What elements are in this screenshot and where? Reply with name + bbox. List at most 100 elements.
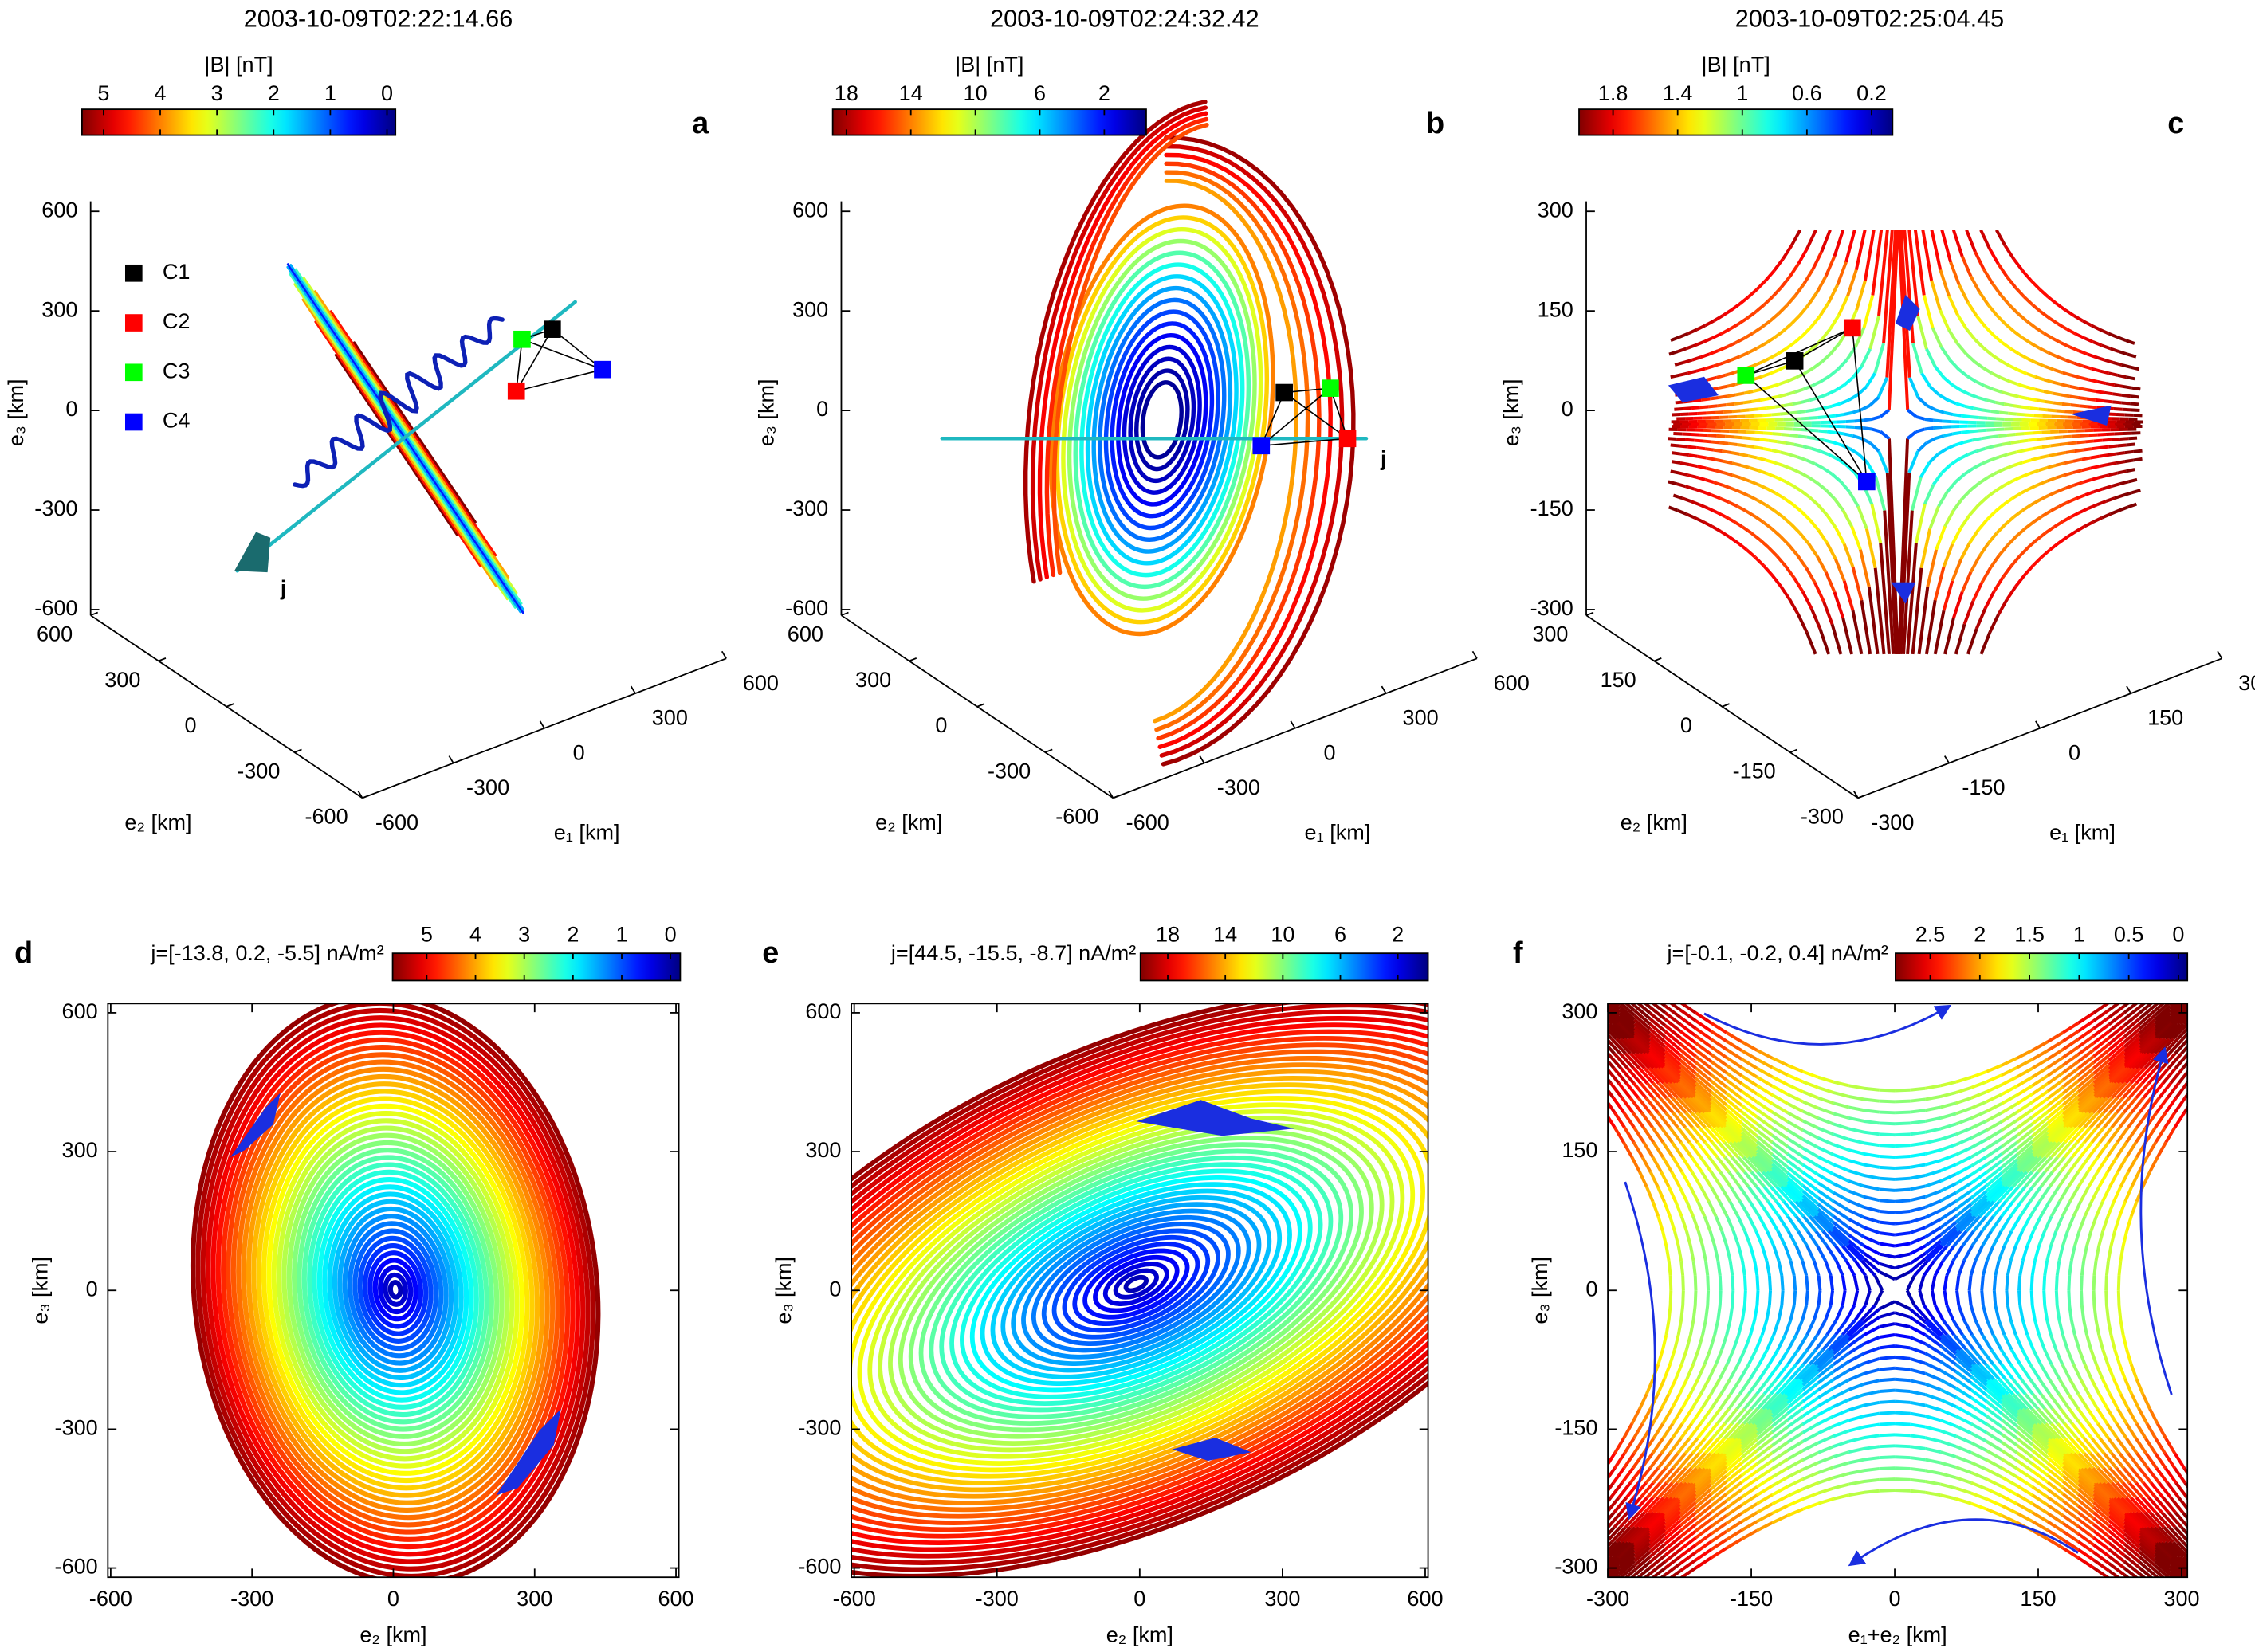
- field-line: [2082, 364, 2092, 371]
- field-line: [1691, 1097, 1709, 1114]
- field-line: [1864, 1109, 1880, 1114]
- field-line: [1123, 1274, 1149, 1293]
- field-line: [2009, 1363, 2023, 1380]
- field-line: [266, 1103, 525, 1476]
- y-tick-label: -300: [1554, 1555, 1597, 1579]
- field-line: [1905, 1274, 1916, 1292]
- field-line: [1969, 429, 1979, 434]
- field-line: [2135, 1422, 2147, 1440]
- field-line: [2072, 1111, 2090, 1129]
- field-line: [1879, 1262, 1896, 1270]
- field-line: [2171, 1617, 2186, 1629]
- field-line: [1695, 1483, 1712, 1500]
- field-line: [1766, 1363, 1781, 1380]
- field-line: [1726, 341, 1736, 349]
- field-line: [1974, 1319, 1984, 1336]
- field-line: [1871, 230, 1884, 296]
- field-line: [1710, 1538, 1727, 1552]
- y-axis-label: e₃ [km]: [772, 1257, 796, 1324]
- field-line: [2158, 1526, 2174, 1544]
- y-tick-label: 0: [935, 713, 947, 737]
- field-line: [2053, 520, 2064, 528]
- field-line: [2085, 1230, 2093, 1247]
- field-line: [1679, 1576, 1680, 1578]
- field-line: [2077, 1452, 2095, 1470]
- field-line: [1662, 1481, 1679, 1499]
- field-line: [1613, 1540, 1632, 1559]
- field-line: [1672, 493, 1683, 500]
- field-line: [1633, 1546, 1652, 1563]
- y-axis-label: e₃ [km]: [1528, 1257, 1552, 1324]
- field-line: [2249, 1009, 2255, 1024]
- field-line: [1695, 1054, 1712, 1070]
- field-line: [1868, 396, 1880, 407]
- field-line: [1833, 1378, 1850, 1390]
- field-line: [1679, 1536, 1697, 1551]
- field-line: [1685, 1230, 1692, 1247]
- field-line: [2090, 465, 2100, 470]
- field-line: [1894, 1489, 1911, 1493]
- field-line: [1683, 1126, 1699, 1144]
- field-line: [1940, 1122, 1957, 1131]
- field-line: [1955, 1126, 1972, 1136]
- field-line: [1737, 1407, 1753, 1425]
- field-line: [2098, 1481, 2116, 1499]
- field-line: [1986, 1063, 2003, 1073]
- field-line: [2092, 1536, 2110, 1551]
- field-line: [1940, 230, 1953, 263]
- field-line: [2106, 1201, 2116, 1218]
- field-line: [1826, 389, 1837, 396]
- field-line: [2155, 1097, 2169, 1114]
- field-line: [1820, 328, 1832, 341]
- field-line: [1673, 1334, 1680, 1351]
- field-line: [2018, 394, 2029, 401]
- field-line: [1961, 414, 1970, 418]
- field-line: [1719, 496, 1730, 504]
- field-line: [1664, 1524, 1682, 1540]
- field-line: [2138, 1031, 2156, 1049]
- field-line: [1720, 1334, 1729, 1351]
- field-line: [1589, 956, 1604, 969]
- field-line: [1648, 1027, 1667, 1044]
- field-line: [1579, 1513, 1591, 1528]
- field-line: [2167, 1511, 2183, 1528]
- field-line: [1738, 430, 1747, 434]
- field-line: [1974, 338, 1985, 350]
- field-line: [1710, 1103, 1728, 1120]
- colorbar: [1895, 952, 2189, 982]
- field-line: [1801, 1441, 1819, 1452]
- field-line: [2077, 1487, 2095, 1504]
- field-line: [2081, 466, 2092, 473]
- field-line: [1611, 1022, 1628, 1040]
- field-line: [2076, 1156, 2091, 1173]
- field-line: [2077, 1493, 2095, 1509]
- field-line: [2039, 1200, 2051, 1218]
- field-line: [2141, 1393, 2151, 1410]
- field-line: [1636, 1566, 1652, 1578]
- field-line: [1894, 1355, 1911, 1360]
- field-line: [1750, 532, 1761, 541]
- field-line: [2077, 1215, 2087, 1232]
- field-line: [1679, 1544, 1697, 1558]
- field-line: [2046, 1048, 2064, 1061]
- field-line: [1925, 1084, 1941, 1090]
- field-line: [1522, 1572, 1535, 1587]
- field-line: [2227, 1557, 2240, 1572]
- field-line: [1970, 1431, 1988, 1443]
- field-line: [1940, 1482, 1957, 1490]
- field-line: [2045, 1141, 2061, 1159]
- field-line: [1855, 280, 1867, 311]
- field-line: [2001, 1153, 2018, 1169]
- field-line: [1574, 1497, 1585, 1513]
- field-line: [2104, 1275, 2108, 1291]
- field-line: [1935, 408, 1945, 414]
- field-line: [1687, 1422, 1703, 1440]
- field-line: [1864, 1215, 1880, 1224]
- field-line: [1665, 1466, 1681, 1485]
- field-line: [2016, 1122, 2034, 1137]
- field-line: [1661, 1141, 1675, 1159]
- field-line: [1687, 445, 1697, 449]
- field-line: [1962, 1245, 1974, 1262]
- field-line: [1747, 347, 1758, 355]
- field-line: [1786, 1073, 1804, 1084]
